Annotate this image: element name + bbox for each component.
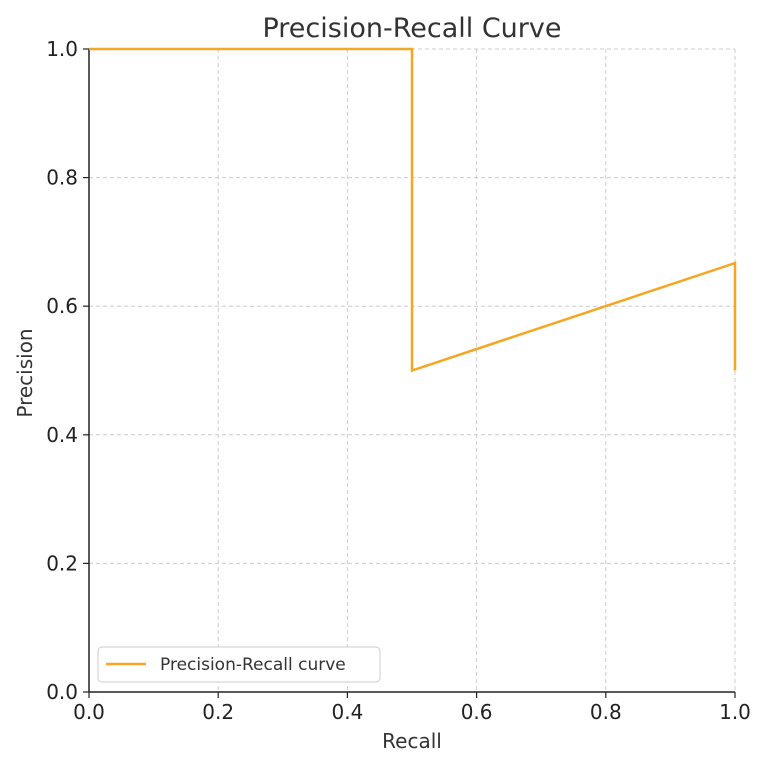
x-axis-ticks: 0.0 0.2 0.4 0.6 0.8 1.0 (73, 692, 751, 724)
series-line-precision-recall (89, 47, 737, 373)
y-tick-label: 0.4 (46, 423, 78, 447)
y-tick-label: 0.8 (46, 166, 78, 190)
y-tick-label: 0.6 (46, 294, 78, 318)
chart-title: Precision-Recall Curve (262, 13, 561, 44)
x-tick-label: 1.0 (719, 700, 751, 724)
y-axis-ticks: 0.0 0.2 0.4 0.6 0.8 1.0 (46, 37, 89, 704)
y-tick-label: 1.0 (46, 37, 78, 61)
x-axis-label: Recall (382, 729, 442, 753)
y-tick-label: 0.0 (46, 680, 78, 704)
x-tick-label: 0.6 (461, 700, 493, 724)
legend-label: Precision-Recall curve (160, 655, 346, 675)
legend: Precision-Recall curve (97, 646, 381, 683)
y-tick-label: 0.2 (46, 551, 78, 575)
x-tick-label: 0.0 (73, 700, 105, 724)
x-tick-label: 0.2 (202, 700, 234, 724)
y-axis-label: Precision (13, 328, 37, 417)
legend-box (97, 646, 381, 683)
axes (88, 49, 735, 693)
series-layer (89, 47, 737, 373)
x-tick-label: 0.8 (590, 700, 622, 724)
x-tick-label: 0.4 (331, 700, 363, 724)
